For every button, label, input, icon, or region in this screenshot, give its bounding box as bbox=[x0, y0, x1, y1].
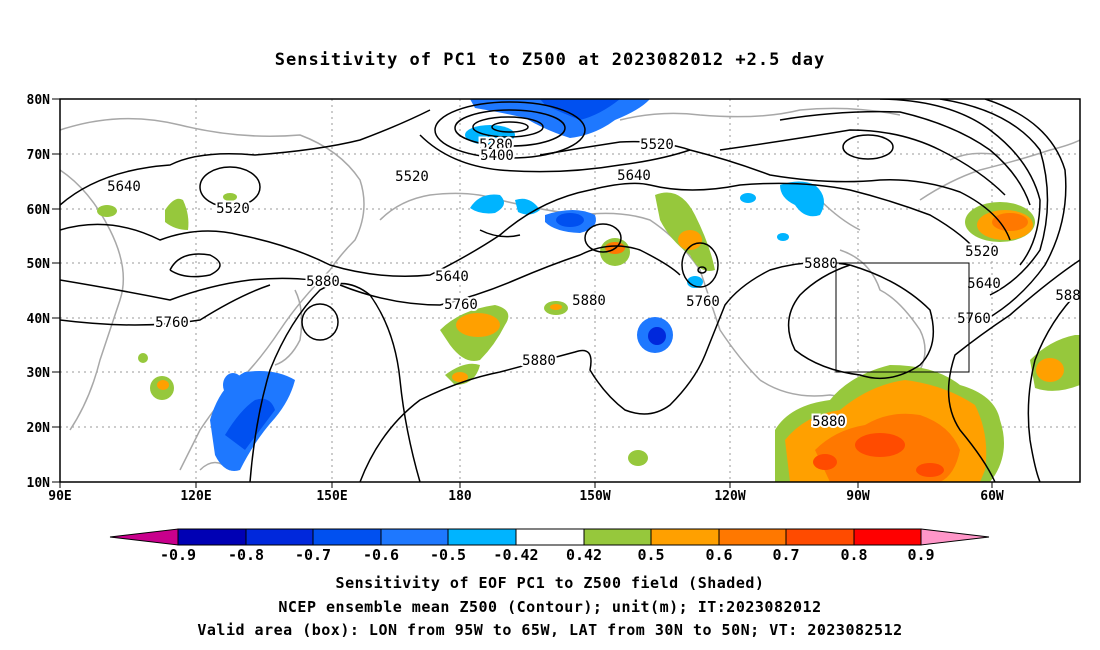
lon-label: 150E bbox=[316, 489, 347, 504]
contour-label: 5520 bbox=[965, 244, 999, 260]
lat-label: 50N bbox=[27, 257, 51, 272]
lon-label: 90E bbox=[48, 489, 71, 504]
colorbar-seg bbox=[785, 528, 855, 546]
lon-labels: 90E 120E 150E 180 150W 120W 90W 60W bbox=[48, 489, 1004, 504]
colorbar: -0.9 -0.8 -0.7 -0.6 -0.5 -0.42 0.42 0.5 … bbox=[109, 528, 990, 564]
contour-label: 5880 bbox=[306, 274, 340, 290]
contour-label: 5640 bbox=[967, 276, 1001, 292]
lat-labels: 80N 70N 60N 50N 40N 30N 20N 10N bbox=[27, 93, 51, 491]
contour-label: 5640 bbox=[617, 168, 651, 184]
colorbar-seg-over bbox=[920, 528, 990, 546]
colorbar-seg bbox=[177, 528, 247, 546]
contour-label: 5760 bbox=[444, 297, 478, 313]
contour-label: 5520 bbox=[640, 137, 674, 153]
lon-label: 120E bbox=[180, 489, 211, 504]
lat-label: 70N bbox=[27, 148, 51, 163]
lat-label: 40N bbox=[27, 312, 51, 327]
lon-label: 120W bbox=[714, 489, 745, 504]
colorbar-label: 0.6 bbox=[705, 546, 732, 564]
caption-contour: NCEP ensemble mean Z500 (Contour); unit(… bbox=[278, 598, 822, 616]
sensitivity-shading bbox=[97, 99, 1080, 482]
colorbar-seg bbox=[245, 528, 314, 546]
colorbar-seg bbox=[380, 528, 449, 546]
lat-label: 60N bbox=[27, 203, 51, 218]
plot-frame bbox=[59, 98, 1081, 483]
tick-marks bbox=[52, 98, 993, 488]
contour-label: 5640 bbox=[435, 269, 469, 285]
colorbar-label: 0.9 bbox=[907, 546, 934, 564]
lat-label: 20N bbox=[27, 421, 51, 436]
caption-shaded: Sensitivity of EOF PC1 to Z500 field (Sh… bbox=[335, 574, 765, 592]
lon-label: 60W bbox=[980, 489, 1004, 504]
colorbar-seg bbox=[447, 528, 517, 546]
contour-label: 5760 bbox=[686, 294, 720, 310]
contour-label: 5880 bbox=[804, 256, 838, 272]
colorbar-seg bbox=[650, 528, 720, 546]
contour-label: 5280 bbox=[479, 137, 513, 153]
colorbar-label: -0.42 bbox=[493, 546, 538, 564]
colorbar-seg bbox=[312, 528, 382, 546]
contour-label: 5520 bbox=[216, 201, 250, 217]
colorbar-seg bbox=[853, 528, 922, 546]
lat-label: 80N bbox=[27, 93, 51, 108]
colorbar-label: -0.5 bbox=[430, 546, 466, 564]
contour-label: 5880 bbox=[522, 353, 556, 369]
contour-label: 5880 bbox=[812, 414, 846, 430]
contour-label: 5760 bbox=[957, 311, 991, 327]
lon-label: 90W bbox=[846, 489, 870, 504]
z500-contours bbox=[60, 99, 1080, 482]
colorbar-label: 0.8 bbox=[840, 546, 867, 564]
colorbar-label: 0.42 bbox=[566, 546, 602, 564]
map-title: Sensitivity of PC1 to Z500 at 2023082012… bbox=[274, 50, 826, 70]
contour-labels: 5280 5400 5520 5520 5640 5520 5640 5880 … bbox=[105, 135, 1080, 432]
contour-label: 588 bbox=[1055, 288, 1080, 304]
lat-label: 10N bbox=[27, 476, 51, 491]
coastlines bbox=[60, 107, 1080, 471]
colorbar-label: -0.8 bbox=[228, 546, 264, 564]
contour-label: 5880 bbox=[572, 293, 606, 309]
contour-label: 5640 bbox=[107, 179, 141, 195]
lon-label: 180 bbox=[448, 489, 472, 504]
contour-label: 5760 bbox=[155, 315, 189, 331]
valid-area-box bbox=[835, 262, 970, 373]
colorbar-label: -0.6 bbox=[363, 546, 399, 564]
caption-valid-area: Valid area (box): LON from 95W to 65W, L… bbox=[197, 621, 903, 639]
colorbar-seg bbox=[515, 528, 585, 546]
colorbar-label: -0.9 bbox=[160, 546, 196, 564]
colorbar-seg bbox=[583, 528, 652, 546]
colorbar-seg bbox=[718, 528, 787, 546]
contour-label: 5520 bbox=[395, 169, 429, 185]
colorbar-seg-under bbox=[109, 528, 179, 546]
colorbar-label: 0.7 bbox=[772, 546, 799, 564]
lon-label: 150W bbox=[579, 489, 610, 504]
colorbar-label: -0.7 bbox=[295, 546, 331, 564]
lat-label: 30N bbox=[27, 366, 51, 381]
contour-label: 5400 bbox=[480, 148, 514, 164]
colorbar-label: 0.5 bbox=[637, 546, 664, 564]
